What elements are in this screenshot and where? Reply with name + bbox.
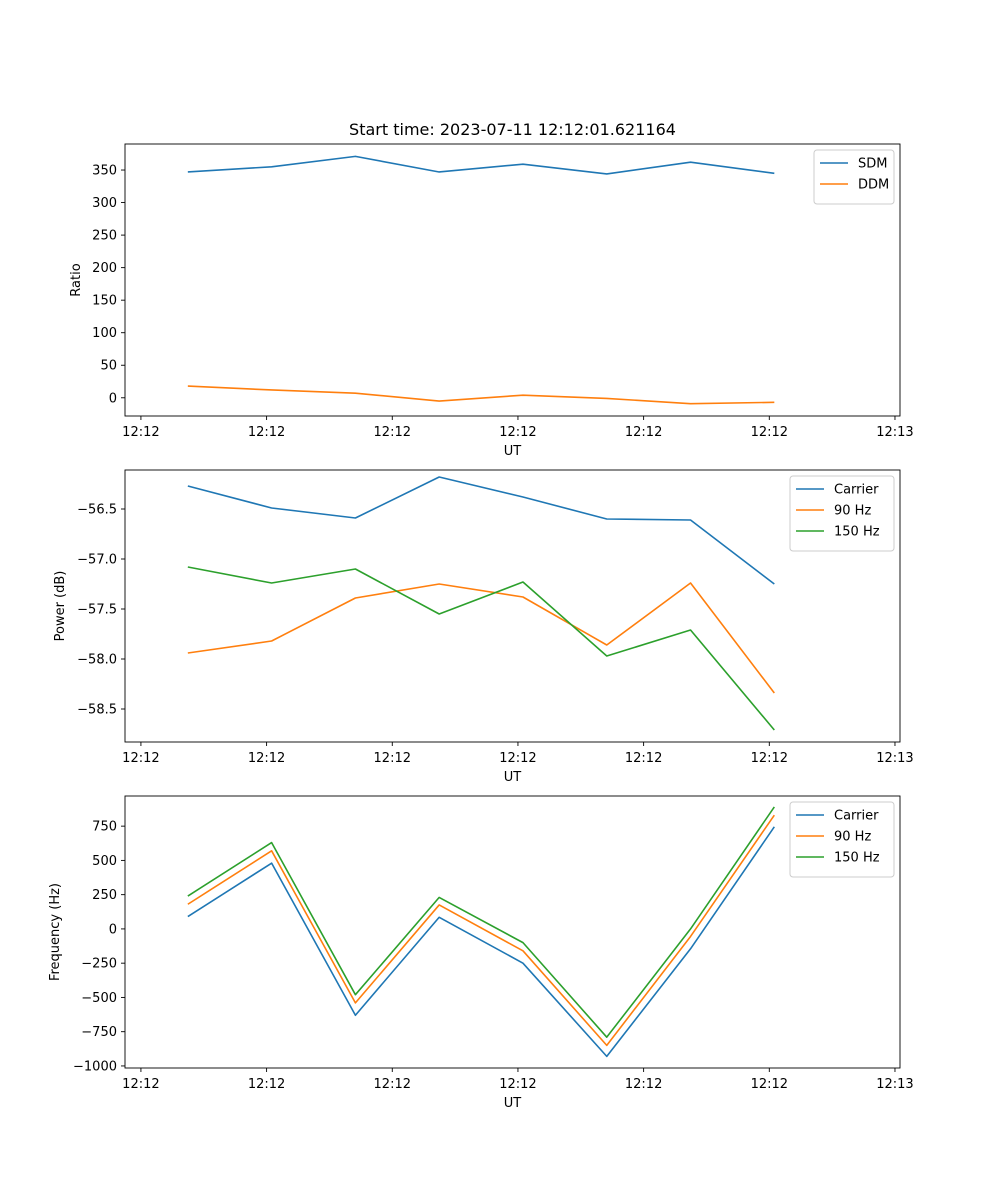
x-tick-label: 12:12 [374, 1077, 411, 1092]
x-tick-label: 12:12 [499, 751, 536, 766]
x-axis-label: UT [504, 1096, 522, 1111]
subplot-1: Start time: 2023-07-11 12:12:01.621164 12… [69, 120, 914, 459]
chart-title: Start time: 2023-07-11 12:12:01.621164 [349, 120, 676, 139]
x-tick-label: 12:12 [248, 425, 285, 440]
x-tick-label: 12:12 [625, 425, 662, 440]
y-tick-label: 150 [92, 294, 117, 309]
legend-box [789, 801, 895, 878]
series-line-carrier [187, 476, 775, 585]
series-line-carrier [187, 826, 775, 1058]
y-tick-label: 300 [92, 196, 117, 211]
x-tick-label: 12:12 [122, 425, 159, 440]
y-tick-label: 0 [109, 391, 117, 406]
y-tick-label: 250 [92, 888, 117, 903]
y-tick-label: 500 [92, 854, 117, 869]
subplot-2: 12:12 12:12 12:12 12:12 12:12 12:12 12:13 −56.5… [53, 469, 914, 785]
y-tick-label: 750 [92, 820, 117, 835]
x-tick-label: 12:12 [122, 751, 159, 766]
y-tick-label: −250 [81, 957, 117, 972]
y-tick-label: −57.5 [77, 603, 117, 618]
x-tick-label: 12:12 [374, 751, 411, 766]
y-tick-label: −58.5 [77, 703, 117, 718]
y-tick-label: −56.5 [77, 503, 117, 518]
legend-label: 150 Hz [834, 525, 880, 540]
legend-label: DDM [858, 178, 889, 193]
legend-label: Carrier [834, 809, 879, 824]
y-tick-label: 350 [92, 164, 117, 179]
y-tick-label: 0 [109, 922, 117, 937]
legend-box [789, 475, 895, 552]
x-tick-label: 12:12 [751, 425, 788, 440]
legend-label: 90 Hz [834, 504, 871, 519]
x-axis-label: UT [504, 770, 522, 785]
y-axis-label: Frequency (Hz) [48, 883, 63, 981]
x-tick-label: 12:12 [374, 425, 411, 440]
y-tick-label: 100 [92, 326, 117, 341]
axes-frame [124, 469, 901, 743]
legend-label: 90 Hz [834, 830, 871, 845]
x-tick-label: 12:12 [499, 1077, 536, 1092]
y-tick-label: −58.0 [77, 653, 117, 668]
x-tick-label: 12:12 [248, 1077, 285, 1092]
x-tick-label: 12:12 [499, 425, 536, 440]
legend: SDM DDM [813, 149, 895, 205]
legend: Carrier 90 Hz 150 Hz [789, 801, 895, 878]
x-tick-label: 12:13 [876, 425, 913, 440]
x-tick-label: 12:12 [122, 1077, 159, 1092]
y-tick-label: 50 [100, 359, 117, 374]
x-tick-label: 12:12 [625, 1077, 662, 1092]
y-tick-label: −500 [81, 991, 117, 1006]
y-tick-label: 250 [92, 229, 117, 244]
subplot-3: 12:12 12:12 12:12 12:12 12:12 12:12 12:13 750 50… [48, 795, 914, 1111]
y-axis-label: Power (dB) [53, 571, 68, 642]
series-line-ddm [187, 385, 775, 405]
x-tick-label: 12:12 [248, 751, 285, 766]
legend-label: SDM [858, 157, 887, 172]
x-tick-label: 12:12 [625, 751, 662, 766]
x-tick-label: 12:12 [751, 1077, 788, 1092]
x-axis-label: UT [504, 444, 522, 459]
x-tick-label: 12:13 [876, 1077, 913, 1092]
legend-label: Carrier [834, 483, 879, 498]
series-line-90-hz [187, 582, 775, 694]
axes-frame [124, 143, 901, 417]
y-tick-label: −57.0 [77, 553, 117, 568]
x-tick-label: 12:12 [751, 751, 788, 766]
series-line-sdm [187, 155, 775, 175]
y-tick-label: −1000 [73, 1059, 117, 1074]
y-axis-label: Ratio [69, 263, 84, 296]
x-tick-label: 12:13 [876, 751, 913, 766]
y-tick-label: −750 [81, 1025, 117, 1040]
legend: Carrier 90 Hz 150 Hz [789, 475, 895, 552]
axes-frame [124, 795, 901, 1069]
series-line-150-hz [187, 566, 775, 731]
series-line-90-hz [187, 814, 775, 1047]
series-line-150-hz [187, 806, 775, 1038]
legend-label: 150 Hz [834, 851, 880, 866]
y-tick-label: 200 [92, 261, 117, 276]
